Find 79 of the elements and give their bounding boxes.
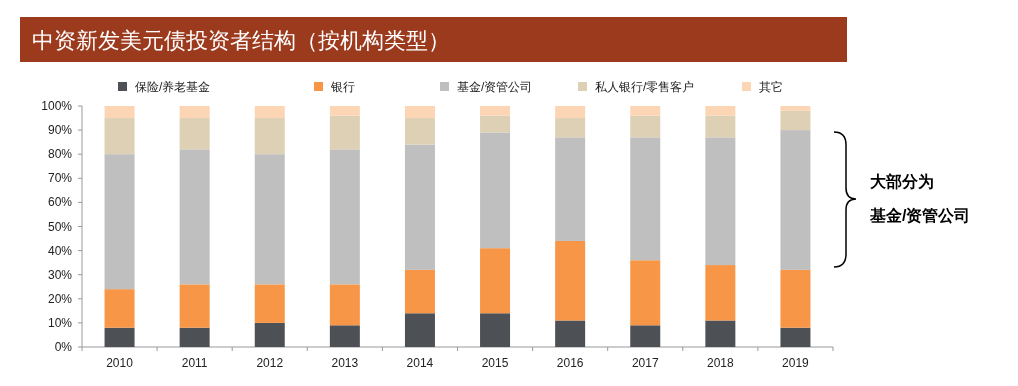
bar xyxy=(780,269,811,328)
bar xyxy=(329,325,360,347)
bar xyxy=(404,106,435,119)
y-tick-label: 80% xyxy=(47,147,73,162)
y-tick-label: 20% xyxy=(47,291,73,306)
bar xyxy=(555,240,586,321)
bar xyxy=(104,118,135,155)
x-tick-label: 2012 xyxy=(256,356,284,370)
x-tick-label: 2015 xyxy=(481,356,509,370)
legend-label: 银行 xyxy=(330,80,355,94)
bar xyxy=(404,269,435,314)
x-tick-label: 2014 xyxy=(406,356,434,370)
bar xyxy=(329,115,360,150)
y-tick-label: 0% xyxy=(54,340,73,354)
bar xyxy=(555,137,586,241)
bar xyxy=(404,313,435,347)
y-tick-label: 30% xyxy=(47,267,73,282)
bar xyxy=(630,260,661,326)
bar xyxy=(254,118,285,155)
bar xyxy=(480,132,511,249)
x-tick-label: 2019 xyxy=(782,356,810,370)
bar xyxy=(705,265,736,321)
bar xyxy=(329,284,360,326)
y-tick-label: 90% xyxy=(47,123,73,138)
x-tick-label: 2016 xyxy=(556,356,584,370)
x-tick-label: 2011 xyxy=(181,356,208,370)
text: 基金/资管公司 xyxy=(869,207,971,224)
legend-label: 其它 xyxy=(759,80,783,94)
bar xyxy=(780,110,811,131)
bar xyxy=(404,144,435,270)
bar xyxy=(780,106,811,111)
y-tick-label: 40% xyxy=(47,243,73,258)
x-tick-label: 2018 xyxy=(707,356,735,370)
bar xyxy=(705,137,736,266)
bar xyxy=(555,320,586,347)
y-tick-label: 60% xyxy=(47,195,73,210)
bar xyxy=(480,106,511,116)
bar xyxy=(705,106,736,116)
bar xyxy=(179,118,210,150)
bar xyxy=(254,106,285,119)
x-tick-label: 2017 xyxy=(631,356,659,370)
bar xyxy=(104,106,135,119)
text: 大部分为 xyxy=(870,173,934,190)
y-tick-label: 50% xyxy=(47,219,73,234)
chart-title: 中资新发美元债投资者结构（按机构类型） xyxy=(32,28,450,53)
bar xyxy=(179,106,210,119)
bar xyxy=(630,115,661,138)
bar xyxy=(630,137,661,261)
legend-label: 保险/养老基金 xyxy=(135,80,211,94)
bar xyxy=(555,118,586,138)
legend-label: 基金/资管公司 xyxy=(457,80,533,94)
x-tick-label: 2013 xyxy=(331,356,359,370)
bar xyxy=(329,149,360,285)
y-tick-label: 100% xyxy=(41,99,73,113)
bar xyxy=(780,130,811,270)
bar xyxy=(404,118,435,145)
bar xyxy=(780,327,811,347)
bar xyxy=(254,154,285,285)
bar xyxy=(480,115,511,133)
bar xyxy=(104,327,135,347)
bar xyxy=(104,154,135,290)
bar xyxy=(179,327,210,347)
bar xyxy=(555,106,586,119)
bar xyxy=(480,313,511,347)
bar xyxy=(630,106,661,116)
bar xyxy=(179,149,210,285)
x-tick-label: 2010 xyxy=(106,356,134,370)
bar xyxy=(254,284,285,323)
bar xyxy=(104,289,135,328)
bar xyxy=(630,325,661,347)
bar xyxy=(329,106,360,116)
bar xyxy=(254,322,285,347)
y-tick-label: 10% xyxy=(47,315,73,330)
bar xyxy=(705,115,736,138)
bar xyxy=(480,248,511,314)
legend-label: 私人银行/零售客户 xyxy=(595,80,695,94)
bar xyxy=(705,320,736,347)
bar xyxy=(179,284,210,328)
y-tick-label: 70% xyxy=(47,171,73,186)
